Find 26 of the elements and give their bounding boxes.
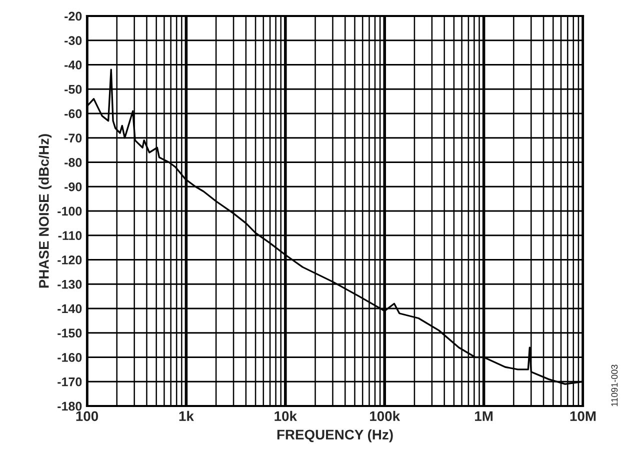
text: 11091-003 (611, 364, 618, 406)
y-tick-label: -50 (64, 84, 82, 94)
y-tick-label: -160 (58, 353, 82, 362)
x-tick-label: 1M (475, 411, 493, 421)
y-tick-label: -70 (64, 134, 82, 143)
y-tick-label: -100 (58, 206, 82, 216)
x-tick-label: 1k (179, 410, 194, 421)
y-tick-label: -120 (58, 256, 82, 264)
y-tick-label: -150 (58, 328, 82, 338)
y-tick-label: -110 (58, 231, 82, 240)
x-tick-label: 100 (76, 411, 98, 422)
x-tick-label: 10M (570, 411, 596, 422)
y-tick-label: -140 (58, 304, 82, 314)
y-tick-label: -30 (64, 36, 82, 46)
y-tick-label: -170 (58, 377, 82, 386)
y-tick-label: -60 (64, 109, 82, 118)
y-axis-title: PHASE NOISE (dBc/Hz) (38, 134, 52, 288)
y-tick-label: -20 (64, 12, 82, 21)
x-tick-label: 10k (274, 410, 297, 422)
x-axis-title: FREQUENCY (Hz) (277, 429, 393, 442)
y-tick-label: -180 (58, 402, 82, 411)
y-tick-label: -90 (64, 182, 82, 192)
y-tick-label: -40 (64, 60, 82, 70)
y-tick-label: -80 (64, 158, 82, 167)
y-tick-label: -130 (58, 280, 82, 289)
x-tick-label: 100k (370, 410, 400, 422)
